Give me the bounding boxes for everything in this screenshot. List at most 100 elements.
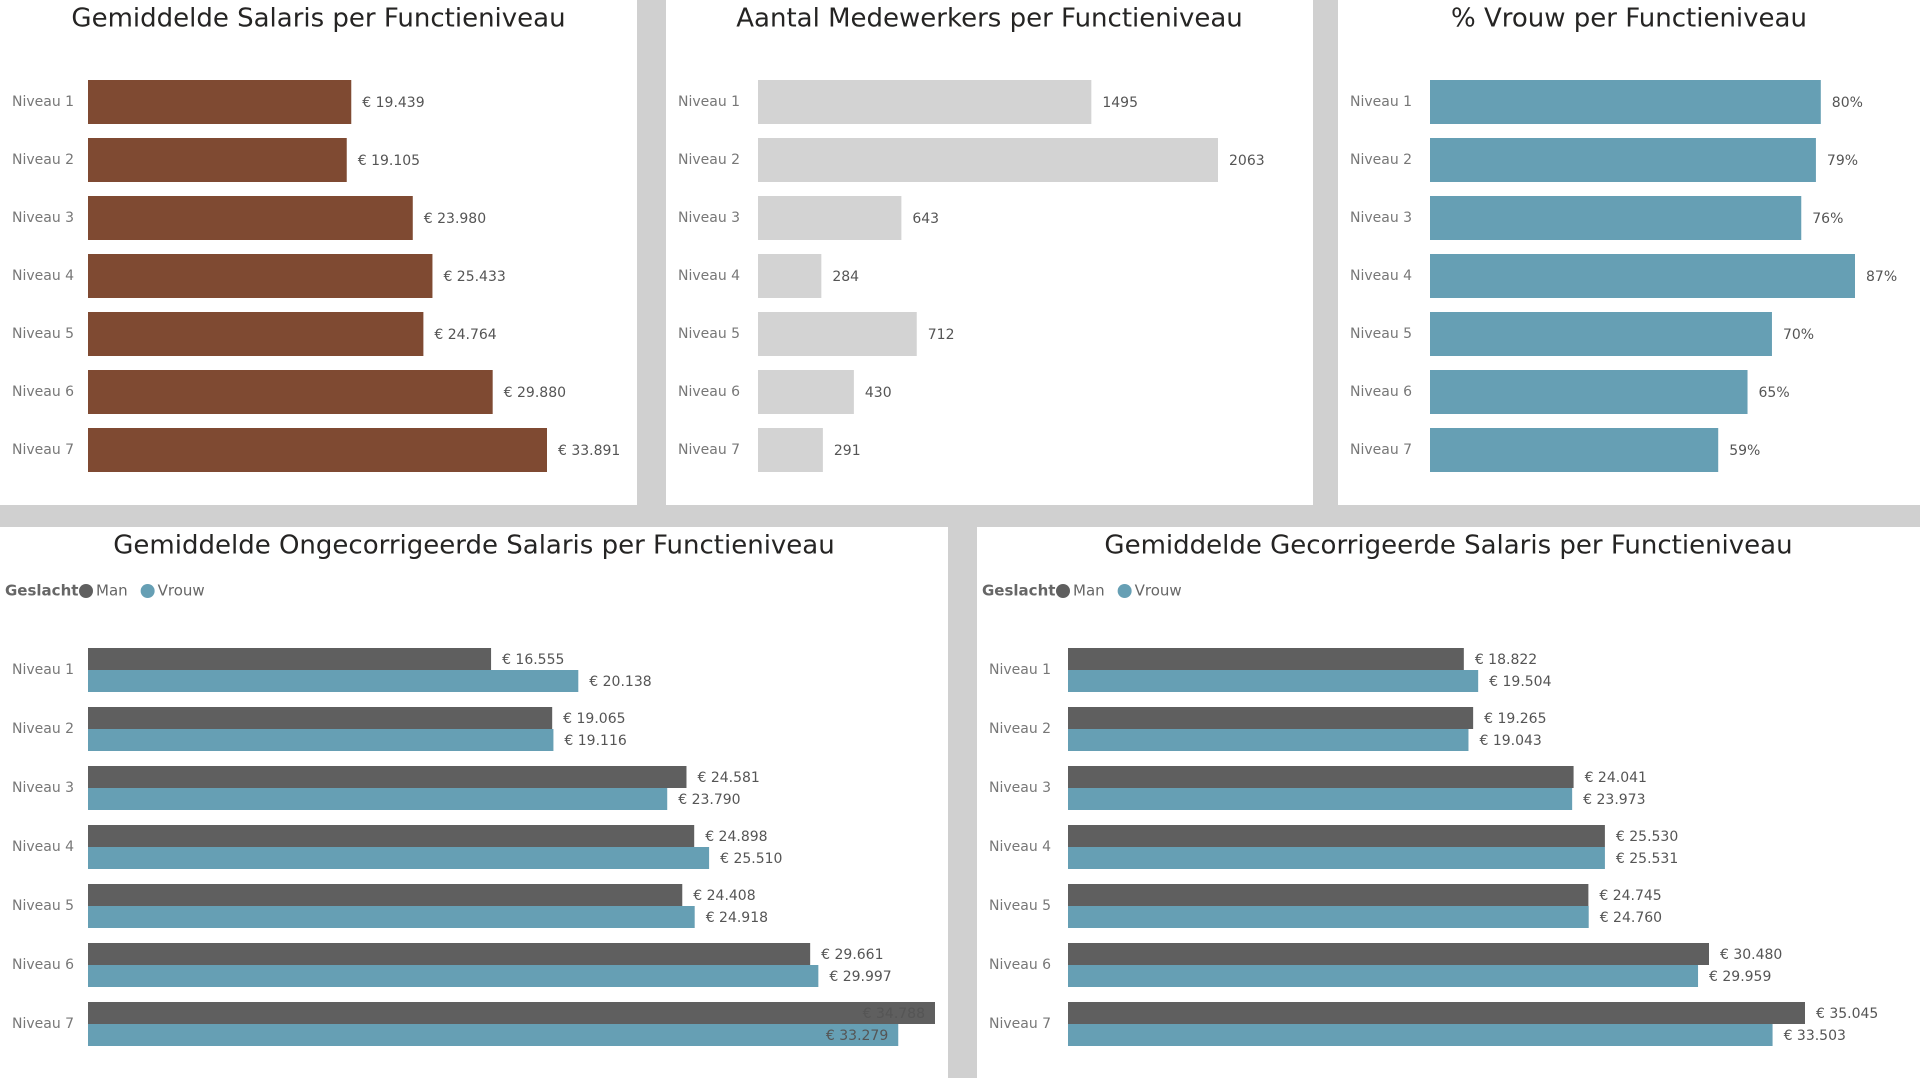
- bar: [1068, 884, 1589, 906]
- data-label: € 24.898: [705, 829, 767, 845]
- category-label: Niveau 6: [989, 957, 1051, 973]
- data-label: € 24.764: [434, 327, 496, 343]
- bar: [1068, 943, 1709, 965]
- category-label: Niveau 1: [1350, 94, 1412, 110]
- legend-title: Geslacht: [982, 582, 1055, 600]
- category-label: Niveau 7: [989, 1016, 1051, 1032]
- bar: [758, 80, 1092, 124]
- data-label: 59%: [1729, 443, 1760, 459]
- bar: [88, 906, 695, 928]
- category-label: Niveau 7: [12, 442, 74, 458]
- bar: [88, 370, 493, 414]
- data-label: 76%: [1812, 211, 1843, 227]
- bar: [1430, 196, 1802, 240]
- category-label: Niveau 1: [989, 662, 1051, 678]
- data-label: € 33.279: [826, 1028, 888, 1044]
- data-label: € 29.997: [829, 969, 891, 985]
- category-label: Niveau 2: [1350, 152, 1412, 168]
- data-label: € 25.510: [720, 851, 782, 867]
- bar: [1430, 138, 1816, 182]
- data-label: 79%: [1827, 153, 1858, 169]
- category-label: Niveau 1: [678, 94, 740, 110]
- bar: [1068, 670, 1479, 692]
- data-label: € 23.973: [1583, 792, 1645, 808]
- category-label: Niveau 4: [989, 839, 1051, 855]
- data-label: 284: [832, 269, 859, 285]
- bar: [1068, 825, 1605, 847]
- category-label: Niveau 4: [678, 268, 740, 284]
- category-label: Niveau 5: [678, 326, 740, 342]
- category-label: Niveau 6: [12, 957, 74, 973]
- bar: [1430, 312, 1772, 356]
- category-label: Niveau 1: [12, 662, 74, 678]
- chart-panel: % Vrouw per Functieniveau Niveau 1 80% Nive…: [1338, 0, 1920, 505]
- data-label: € 24.745: [1599, 888, 1661, 904]
- category-label: Niveau 2: [678, 152, 740, 168]
- category-label: Niveau 3: [12, 210, 74, 226]
- bar: [88, 670, 579, 692]
- bar: [88, 138, 347, 182]
- data-label: € 24.581: [697, 770, 759, 786]
- category-label: Niveau 6: [12, 384, 74, 400]
- category-label: Niveau 6: [678, 384, 740, 400]
- data-label: € 24.760: [1600, 910, 1662, 926]
- category-label: Niveau 3: [1350, 210, 1412, 226]
- data-label: 65%: [1759, 385, 1790, 401]
- bar: [88, 254, 433, 298]
- data-label: € 25.530: [1616, 829, 1678, 845]
- category-label: Niveau 3: [989, 780, 1051, 796]
- data-label: € 24.041: [1585, 770, 1647, 786]
- bar: [758, 138, 1218, 182]
- category-label: Niveau 5: [12, 326, 74, 342]
- data-label: € 19.105: [358, 153, 420, 169]
- data-label: € 29.880: [504, 385, 566, 401]
- category-label: Niveau 4: [12, 268, 74, 284]
- category-label: Niveau 7: [12, 1016, 74, 1032]
- chart-panel: Aantal Medewerkers per Functieniveau Nive…: [666, 0, 1313, 505]
- data-label: € 25.433: [443, 269, 505, 285]
- data-label: € 33.891: [558, 443, 620, 459]
- data-label: 643: [912, 211, 939, 227]
- category-label: Niveau 5: [989, 898, 1051, 914]
- bar: [758, 312, 917, 356]
- category-label: Niveau 6: [1350, 384, 1412, 400]
- bar: [1068, 707, 1474, 729]
- bar: [1430, 370, 1748, 414]
- bar: [88, 707, 553, 729]
- chart-title: % Vrouw per Functieniveau: [1451, 4, 1807, 34]
- data-label: € 29.959: [1709, 969, 1771, 985]
- data-label: € 24.408: [693, 888, 755, 904]
- bar: [1068, 965, 1699, 987]
- data-label: € 19.439: [362, 95, 424, 111]
- chart-title: Gemiddelde Gecorrigeerde Salaris per Fun…: [1104, 531, 1792, 561]
- category-label: Niveau 4: [12, 839, 74, 855]
- bar: [758, 428, 823, 472]
- chart-title: Gemiddelde Ongecorrigeerde Salaris per F…: [113, 531, 834, 561]
- bar: [758, 254, 822, 298]
- data-label: € 18.822: [1475, 652, 1537, 668]
- bar: [1068, 729, 1469, 751]
- data-label: 430: [865, 385, 892, 401]
- category-label: Niveau 2: [12, 152, 74, 168]
- bar: [88, 648, 492, 670]
- legend-label: Vrouw: [1135, 582, 1182, 600]
- bar: [88, 1024, 899, 1046]
- legend-label: Man: [96, 582, 128, 600]
- category-label: Niveau 4: [1350, 268, 1412, 284]
- chart-panel: Gemiddelde Ongecorrigeerde Salaris per F…: [0, 527, 948, 1078]
- category-label: Niveau 7: [678, 442, 740, 458]
- chart-title: Aantal Medewerkers per Functieniveau: [736, 4, 1242, 34]
- category-label: Niveau 3: [678, 210, 740, 226]
- bar: [88, 943, 811, 965]
- category-label: Niveau 2: [12, 721, 74, 737]
- data-label: 1495: [1102, 95, 1138, 111]
- data-label: € 29.661: [821, 947, 883, 963]
- category-label: Niveau 1: [12, 94, 74, 110]
- data-label: € 24.918: [706, 910, 768, 926]
- category-label: Niveau 2: [989, 721, 1051, 737]
- data-label: € 19.265: [1484, 711, 1546, 727]
- data-label: € 34.788: [863, 1006, 925, 1022]
- bar: [88, 428, 547, 472]
